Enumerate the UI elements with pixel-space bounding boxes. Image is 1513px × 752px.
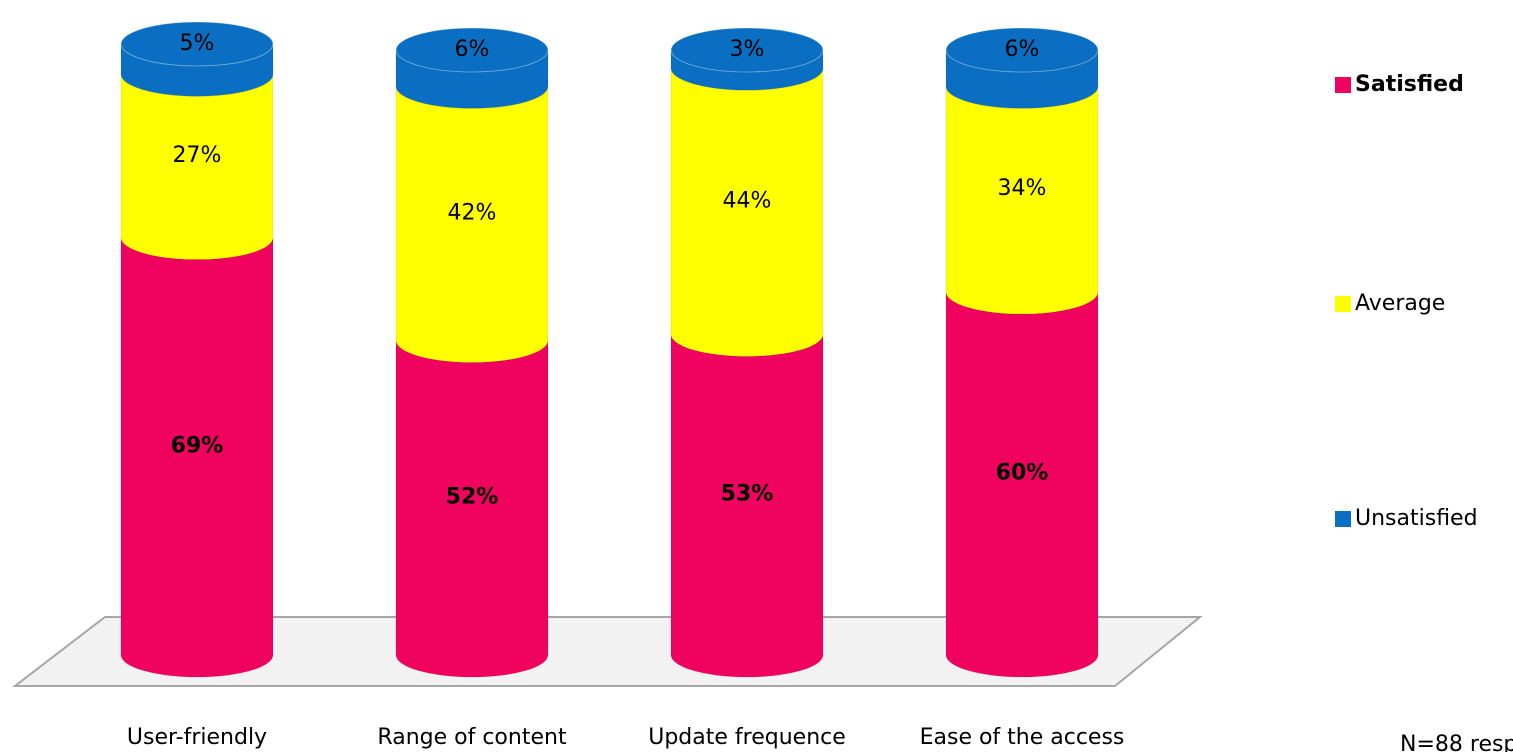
value-label: 6%	[455, 37, 490, 62]
cylinder-top	[670, 27, 824, 73]
cylinder-top	[945, 27, 1099, 73]
legend-swatch	[1335, 77, 1351, 93]
value-label: 5%	[180, 31, 215, 56]
x-tick-label: Range of content	[377, 725, 567, 750]
legend-swatch	[1335, 511, 1351, 527]
value-label: 60%	[996, 461, 1049, 486]
legend-swatch	[1335, 296, 1351, 312]
value-label: 44%	[723, 188, 772, 213]
value-label: 52%	[446, 485, 499, 510]
value-label: 69%	[171, 433, 224, 458]
legend-label: Satisfied	[1355, 72, 1464, 97]
floor	[12, 616, 1203, 687]
x-tick-label: Ease of the access	[920, 725, 1125, 750]
cylinder-top	[395, 27, 549, 73]
value-label: 3%	[730, 37, 765, 62]
value-label: 6%	[1005, 37, 1040, 62]
x-tick-label: User-friendly	[127, 725, 267, 750]
value-label: 42%	[448, 200, 497, 225]
value-label: 34%	[998, 176, 1047, 201]
value-label: 27%	[173, 143, 222, 168]
value-label: 53%	[721, 482, 774, 507]
legend-label: Unsatisfied	[1355, 506, 1478, 531]
note: N=88 respondents	[1400, 732, 1513, 752]
cylinder-top	[120, 21, 274, 67]
x-tick-label: Update frequence	[648, 725, 846, 750]
legend-label: Average	[1355, 291, 1445, 316]
